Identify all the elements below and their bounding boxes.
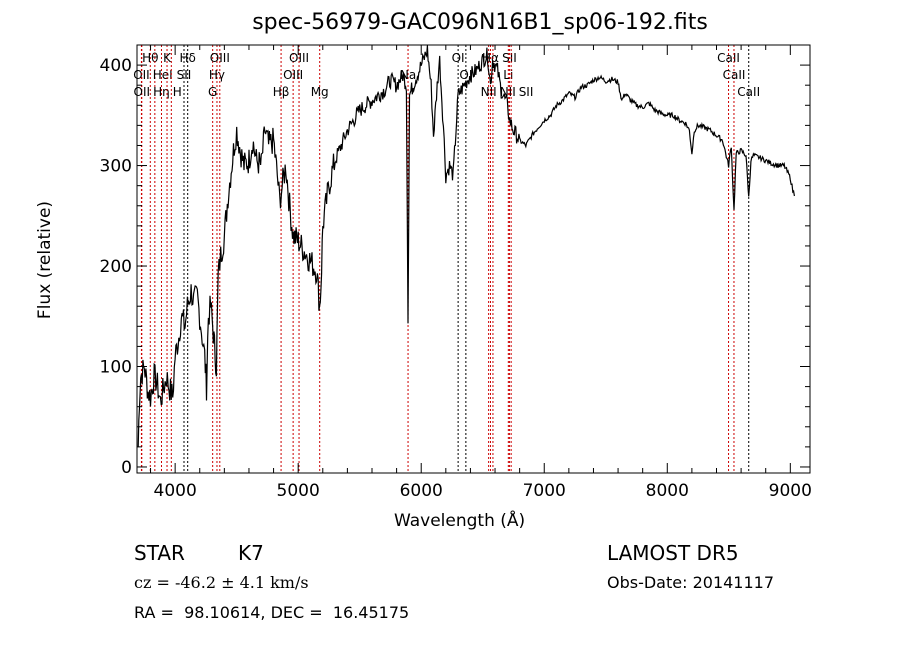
x-tick-label: 5000 [277,481,320,501]
spectrum-line [137,45,795,448]
x-axis-label: Wavelength (Å) [394,511,526,531]
spectral-line-label: OIII [289,51,309,65]
spectral-line-label: CaII [723,68,746,82]
spectral-line-label: CaII [737,85,760,99]
spectral-line-label: G [208,85,217,99]
spectral-line-label: OII [134,85,151,99]
y-tick-label: 400 [100,56,132,76]
x-tick-label: 8000 [646,481,689,501]
spectral-line-label: Hγ [209,68,225,82]
spectral-line-label: H [173,85,182,99]
spectral-line-label: Hθ [142,51,158,65]
y-tick-label: 100 [100,358,132,378]
x-tick-label: 9000 [769,481,812,501]
spectral-line-label: SII [519,85,534,99]
spectral-line-label: NII [481,85,497,99]
object-class: STAR [134,541,185,565]
spectral-line-label: OIII [210,51,230,65]
spectral-line-label: Li [503,68,513,82]
spectral-line-label: OIII [283,68,303,82]
plot-frame [136,44,811,474]
coordinates: RA = 98.10614, DEC = 16.45175 [134,603,410,622]
x-tick-label: 7000 [523,481,566,501]
chart-title: spec-56979-GAC096N16B1_sp06-192.fits [252,10,708,35]
spectral-line-label: Hδ [180,51,196,65]
x-tick-label: 4000 [154,481,197,501]
spectral-line-label: SII [177,68,192,82]
spectral-line-label: Hβ [273,85,290,99]
spectral-line-label: SII [502,51,517,65]
y-tick-label: 200 [100,257,132,277]
object-subclass: K7 [238,541,264,565]
spectral-line-label: OI [452,51,465,65]
spectral-line-label: Hα [482,51,499,65]
y-tick-label: 300 [100,157,132,177]
spectral-line-label: CaII [717,51,740,65]
y-tick-label: 0 [121,458,132,478]
redshift-cz: cz = -46.2 ± 4.1 km/s [134,573,309,592]
survey-name: LAMOST DR5 [607,541,739,565]
obs-date: Obs-Date: 20141117 [607,573,775,592]
spectral-line-label: K [163,51,172,65]
spectral-line-label: HeI [153,68,173,82]
spectral-line-label: Hη [153,85,170,99]
y-axis-label: Flux (relative) [35,200,55,320]
spectral-line-label: Mg [311,85,329,99]
x-tick-label: 6000 [400,481,443,501]
